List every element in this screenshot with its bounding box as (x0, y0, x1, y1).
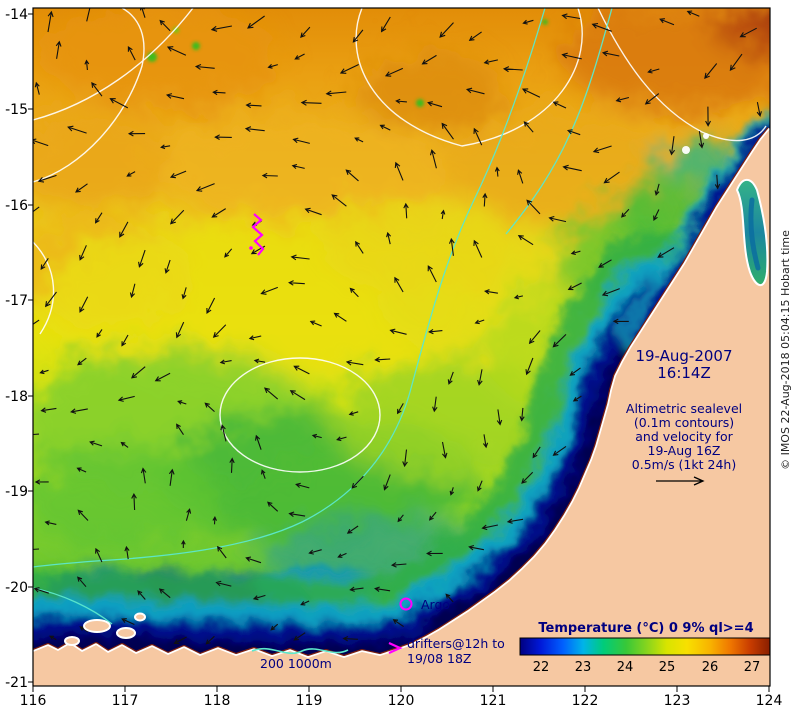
y-axis-ticks (28, 13, 33, 683)
land-mass (33, 129, 770, 686)
timestamp-date: 19-Aug-2007 (635, 347, 732, 365)
sealevel-contours (33, 8, 767, 473)
drifter-marker-icon (388, 641, 403, 655)
velocity-arrows (33, 8, 762, 645)
colorbar-tick-label: 27 (744, 660, 761, 675)
x-axis: 116 117 118 119 120 121 122 123 124 (20, 686, 783, 709)
annotation-line-2: (0.1m contours) (634, 415, 734, 430)
y-tick-label: -19 (5, 484, 28, 500)
argo-label: Argo (421, 597, 450, 612)
y-tick-label: -21 (5, 675, 28, 691)
x-tick-label: 118 (204, 693, 231, 709)
x-tick-label: 124 (756, 693, 783, 709)
timestamp-time: 16:14Z (657, 364, 711, 382)
velocity-scale-arrow-icon (656, 476, 705, 486)
drifter-track (249, 213, 265, 256)
land-annotations: 19-Aug-2007 16:14Z Altimetric sealevel (… (626, 347, 742, 486)
x-tick-label: 117 (112, 693, 139, 709)
x-tick-label: 119 (296, 693, 323, 709)
temperature-colorbar: Temperature (°C) 0 9% ql>=4 22 23 24 25 … (519, 621, 770, 675)
y-tick-label: -20 (5, 580, 28, 596)
islands (64, 612, 146, 646)
annotation-line-5: 0.5m/s (1kt 24h) (632, 457, 736, 472)
x-tick-label: 121 (480, 693, 507, 709)
colorbar-tick-label: 24 (617, 660, 634, 675)
y-tick-label: -18 (5, 389, 28, 405)
sst-specks (147, 19, 548, 107)
y-tick-label: -16 (5, 198, 28, 214)
map-legend: Argo drifters@12h to 19/08 18Z 200 1000m (251, 597, 505, 671)
drifters-label-line1: drifters@12h to (407, 636, 505, 651)
colorbar-gradient (519, 637, 770, 656)
x-tick-label: 120 (388, 693, 415, 709)
annotation-line-3: and velocity for (635, 429, 733, 444)
colorbar-tick-label: 25 (659, 660, 676, 675)
king-sound-bay (735, 178, 769, 287)
argo-marker-icon (399, 597, 413, 611)
colorbar-tick-label: 22 (533, 660, 550, 675)
colorbar-tick-label: 23 (575, 660, 592, 675)
annotation-line-1: Altimetric sealevel (626, 401, 742, 416)
drifters-label-line2: 19/08 18Z (407, 651, 471, 666)
colorbar-tick-label: 26 (702, 660, 719, 675)
x-axis-ticks (32, 686, 770, 692)
x-tick-label: 122 (572, 693, 599, 709)
colorbar-title: Temperature (°C) 0 9% ql>=4 (538, 621, 753, 636)
annotation-line-4: 19-Aug 16Z (648, 443, 721, 458)
bathymetry-label: 200 1000m (260, 656, 332, 671)
bathymetry-legend-line (251, 647, 349, 655)
y-tick-label: -17 (5, 293, 28, 309)
y-axis: -14 -15 -16 -17 -18 -19 -20 -21 (5, 7, 33, 691)
x-tick-label: 116 (20, 693, 47, 709)
x-tick-label: 123 (664, 693, 691, 709)
map-plot-area: 19-Aug-2007 16:14Z Altimetric sealevel (… (33, 8, 770, 686)
y-tick-label: -14 (5, 7, 28, 23)
y-tick-label: -15 (5, 102, 28, 118)
credit-text: © IMOS 22-Aug-2018 05:04:15 Hobart time (779, 230, 792, 470)
